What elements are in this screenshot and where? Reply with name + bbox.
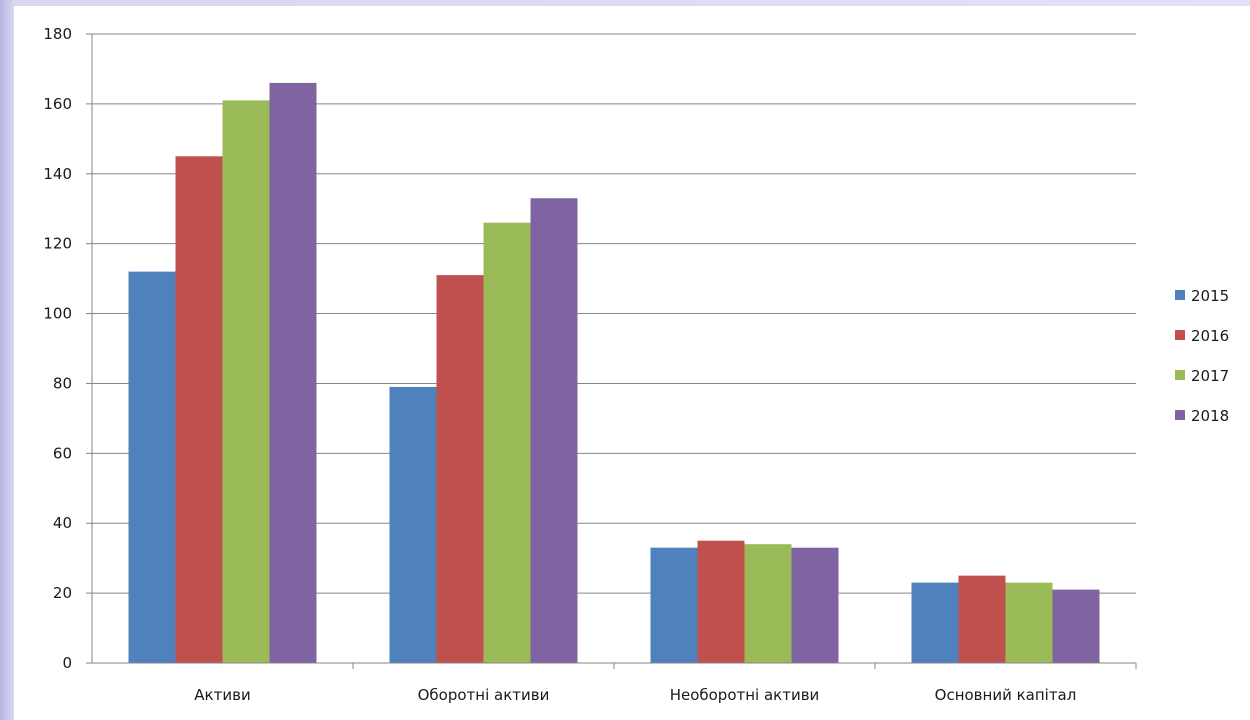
bar-2015-4 [911,582,959,663]
chart-panel: 0 20 40 60 80 100 120 140 160 180 Активи Оборотні … [14,6,1250,720]
y-tick-label: 0 [62,654,72,672]
bar-chart: 0 20 40 60 80 100 120 140 160 180 Активи Оборотні … [43,25,1229,704]
y-tick-label: 180 [43,25,72,43]
x-category-label: Необоротні активи [670,686,820,704]
y-tick-label: 100 [43,305,72,323]
bar-2016-1 [175,156,223,664]
x-category-label: Основний капітал [935,686,1077,704]
legend-swatch-2017 [1175,370,1185,380]
bar-2016-2 [436,275,484,663]
legend-label: 2015 [1191,287,1229,305]
y-tick-label: 60 [53,444,72,462]
x-category-label: Оборотні активи [418,686,550,704]
legend: 2015 2016 2017 2018 [1175,287,1229,425]
legend-label: 2017 [1191,367,1229,385]
bars [128,82,1100,664]
bar-2015-1 [128,271,176,663]
y-tick-label: 120 [43,235,72,253]
y-tick-labels: 0 20 40 60 80 100 120 140 160 180 [43,25,72,672]
y-tick-label: 160 [43,95,72,113]
bar-2018-3 [791,547,839,663]
bar-2015-3 [650,547,698,663]
bar-2017-1 [222,100,270,663]
bar-2018-2 [530,198,578,663]
legend-swatch-2018 [1175,410,1185,420]
legend-label: 2016 [1191,327,1229,345]
bar-2016-3 [697,540,745,663]
y-tick-label: 140 [43,165,72,183]
x-category-labels: Активи Оборотні активи Необоротні активи Ос… [194,686,1076,704]
legend-label: 2018 [1191,407,1229,425]
bar-2015-2 [389,386,437,663]
bar-2017-2 [483,222,531,663]
legend-swatch-2016 [1175,330,1185,340]
bar-2017-3 [744,544,792,663]
bar-2018-1 [269,82,317,663]
legend-swatch-2015 [1175,290,1185,300]
bar-2018-4 [1052,589,1100,663]
axes [86,33,1137,669]
y-tick-label: 20 [53,584,72,602]
y-tick-label: 40 [53,514,72,532]
bar-2017-4 [1005,582,1053,663]
y-tick-label: 80 [53,374,72,392]
bar-2016-4 [958,575,1006,663]
x-category-label: Активи [194,686,250,704]
